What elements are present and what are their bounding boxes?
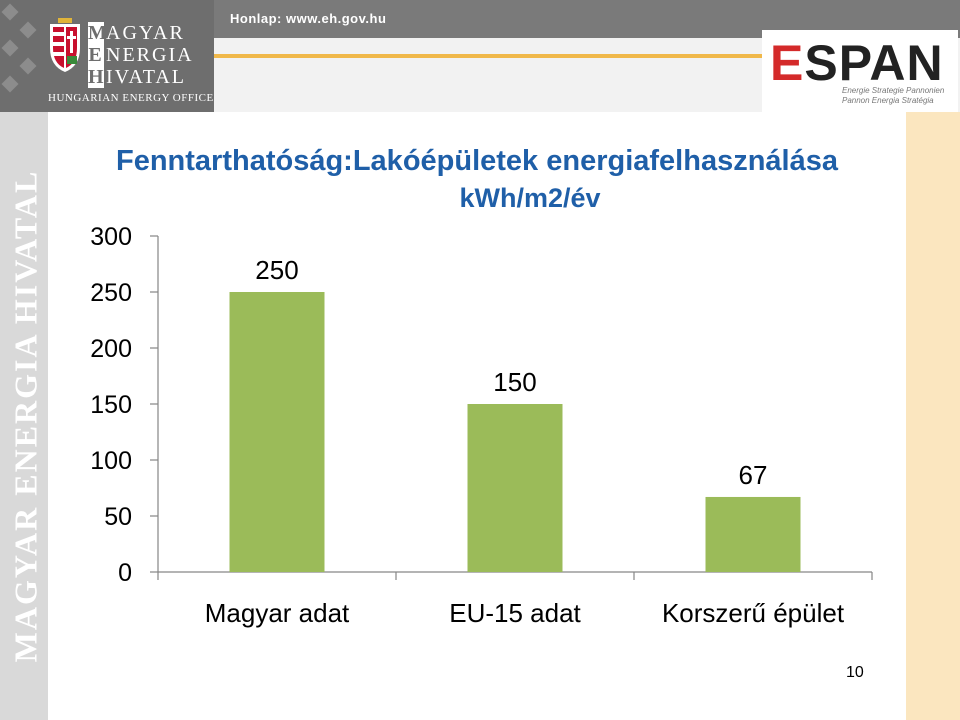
bar (705, 496, 801, 572)
logo-wordmark: MAGYAR E NERGIA HIVATAL (88, 22, 194, 88)
logo-subtitle: HUNGARIAN ENERGY OFFICE (48, 92, 214, 104)
data-label: 250 (255, 255, 298, 285)
coat-of-arms-icon (50, 18, 80, 72)
hungarian-energy-office-logo: MAGYAR E NERGIA HIVATAL HUNGARIAN ENERGY … (0, 0, 214, 112)
x-tick-label: Korszerű épület (662, 598, 845, 628)
header-divider (214, 54, 762, 58)
x-tick-label: EU-15 adat (449, 598, 581, 628)
page-number: 10 (846, 664, 864, 681)
left-side-strip (0, 112, 48, 720)
chart-subtitle: kWh/m2/év (459, 183, 601, 213)
data-label: 150 (493, 367, 536, 397)
logo-pattern-icon (1, 3, 37, 93)
y-tick-label: 50 (104, 503, 132, 531)
y-tick-label: 250 (90, 279, 132, 307)
right-side-strip (906, 112, 960, 720)
y-tick-label: 0 (118, 559, 132, 587)
bar (229, 292, 325, 572)
logo-line-1: MAGYAR (88, 22, 185, 44)
logo-line-2: E NERGIA (88, 44, 194, 66)
espan-logo (762, 30, 958, 112)
x-tick-label: Magyar adat (205, 598, 350, 628)
logo-line-3: HIVATAL (88, 66, 187, 88)
chart-title: Fenntarthatóság:Lakóépületek energiafelh… (116, 145, 838, 177)
website-link[interactable]: Honlap: www.eh.gov.hu (230, 11, 387, 26)
y-tick-label: 300 (90, 223, 132, 251)
espan-wordmark: ESPAN (770, 35, 944, 91)
espan-tagline-1: Energie Strategie Pannonien (842, 86, 945, 95)
bar (467, 404, 563, 572)
y-tick-label: 100 (90, 447, 132, 475)
espan-tagline-2: Pannon Energia Stratégia (842, 96, 934, 105)
data-label: 67 (739, 460, 768, 490)
y-tick-label: 200 (90, 335, 132, 363)
y-tick-label: 150 (90, 391, 132, 419)
